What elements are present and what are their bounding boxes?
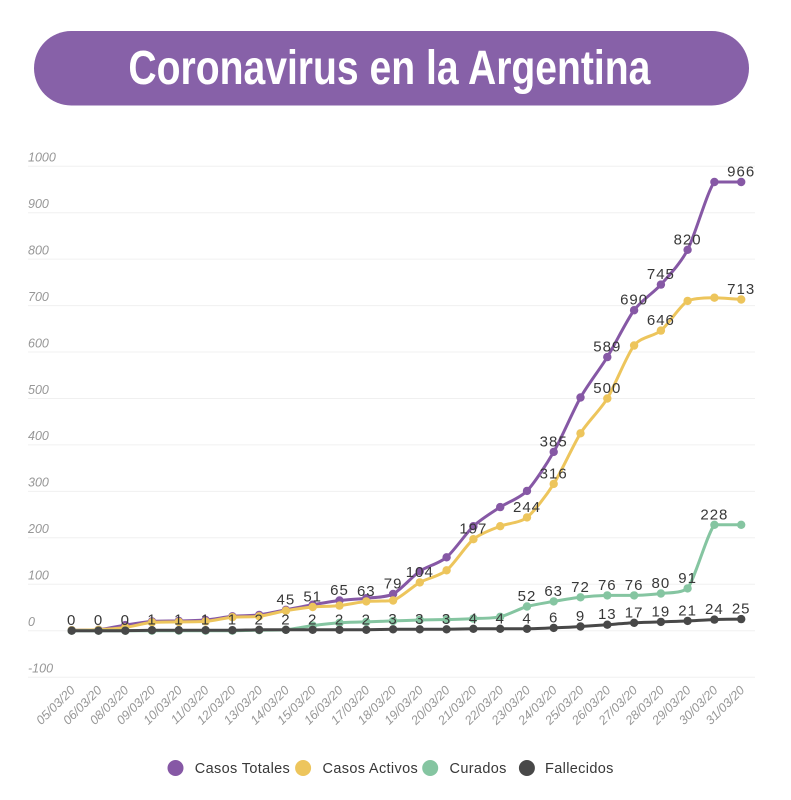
- svg-text:2: 2: [308, 611, 317, 628]
- svg-text:65: 65: [330, 582, 349, 599]
- svg-text:25: 25: [732, 601, 751, 618]
- svg-text:0: 0: [28, 615, 35, 629]
- svg-text:800: 800: [28, 243, 49, 257]
- svg-text:745: 745: [647, 266, 675, 283]
- svg-text:316: 316: [540, 465, 568, 482]
- svg-text:63: 63: [357, 583, 376, 600]
- svg-text:3: 3: [415, 611, 424, 628]
- svg-text:Casos Activos: Casos Activos: [323, 761, 419, 777]
- svg-text:3: 3: [388, 611, 397, 628]
- svg-text:700: 700: [28, 290, 49, 304]
- svg-text:900: 900: [28, 197, 49, 211]
- svg-text:0: 0: [94, 612, 103, 629]
- svg-text:1: 1: [228, 612, 237, 629]
- svg-text:1: 1: [174, 612, 183, 629]
- svg-text:400: 400: [28, 429, 49, 443]
- svg-text:500: 500: [593, 380, 621, 397]
- svg-text:300: 300: [28, 476, 49, 490]
- svg-text:79: 79: [384, 576, 403, 593]
- svg-text:1: 1: [147, 612, 156, 629]
- svg-text:13: 13: [598, 606, 617, 623]
- svg-text:0: 0: [67, 612, 76, 629]
- svg-text:600: 600: [28, 336, 49, 350]
- svg-text:51: 51: [303, 589, 322, 606]
- svg-text:17: 17: [625, 604, 644, 621]
- svg-text:690: 690: [620, 292, 648, 309]
- svg-text:0: 0: [121, 612, 130, 629]
- svg-text:Casos Totales: Casos Totales: [195, 761, 290, 777]
- svg-text:1: 1: [201, 612, 210, 629]
- svg-text:500: 500: [28, 383, 49, 397]
- svg-text:1000: 1000: [28, 151, 56, 165]
- svg-text:589: 589: [593, 339, 621, 356]
- svg-text:45: 45: [277, 591, 296, 608]
- svg-text:966: 966: [727, 164, 755, 181]
- svg-text:2: 2: [335, 611, 344, 628]
- svg-text:72: 72: [571, 579, 590, 596]
- svg-text:244: 244: [513, 499, 541, 516]
- svg-text:9: 9: [576, 608, 585, 625]
- svg-text:385: 385: [540, 433, 568, 450]
- svg-text:228: 228: [700, 506, 728, 523]
- svg-text:820: 820: [674, 231, 702, 248]
- svg-text:80: 80: [652, 575, 671, 592]
- svg-text:2: 2: [362, 611, 371, 628]
- svg-text:2: 2: [281, 611, 290, 628]
- svg-text:104: 104: [406, 564, 434, 581]
- svg-text:3: 3: [442, 611, 451, 628]
- svg-text:19: 19: [652, 603, 671, 620]
- svg-text:200: 200: [27, 522, 49, 536]
- svg-text:Curados: Curados: [450, 761, 507, 777]
- svg-text:4: 4: [469, 610, 478, 627]
- svg-text:100: 100: [28, 569, 49, 583]
- svg-text:Fallecidos: Fallecidos: [545, 761, 614, 777]
- svg-text:Coronavirus en la Argentina: Coronavirus en la Argentina: [128, 42, 650, 95]
- svg-text:76: 76: [625, 577, 644, 594]
- svg-text:24: 24: [705, 601, 724, 618]
- svg-text:646: 646: [647, 312, 675, 329]
- svg-text:21: 21: [678, 602, 697, 619]
- svg-text:91: 91: [678, 570, 697, 587]
- svg-text:4: 4: [496, 610, 505, 627]
- svg-text:713: 713: [727, 281, 755, 298]
- svg-text:76: 76: [598, 577, 617, 594]
- svg-text:63: 63: [544, 583, 563, 600]
- svg-text:197: 197: [459, 521, 487, 538]
- svg-text:6: 6: [549, 609, 558, 626]
- svg-text:52: 52: [518, 588, 537, 605]
- svg-text:4: 4: [522, 610, 531, 627]
- svg-text:2: 2: [255, 611, 264, 628]
- svg-text:-100: -100: [28, 662, 53, 676]
